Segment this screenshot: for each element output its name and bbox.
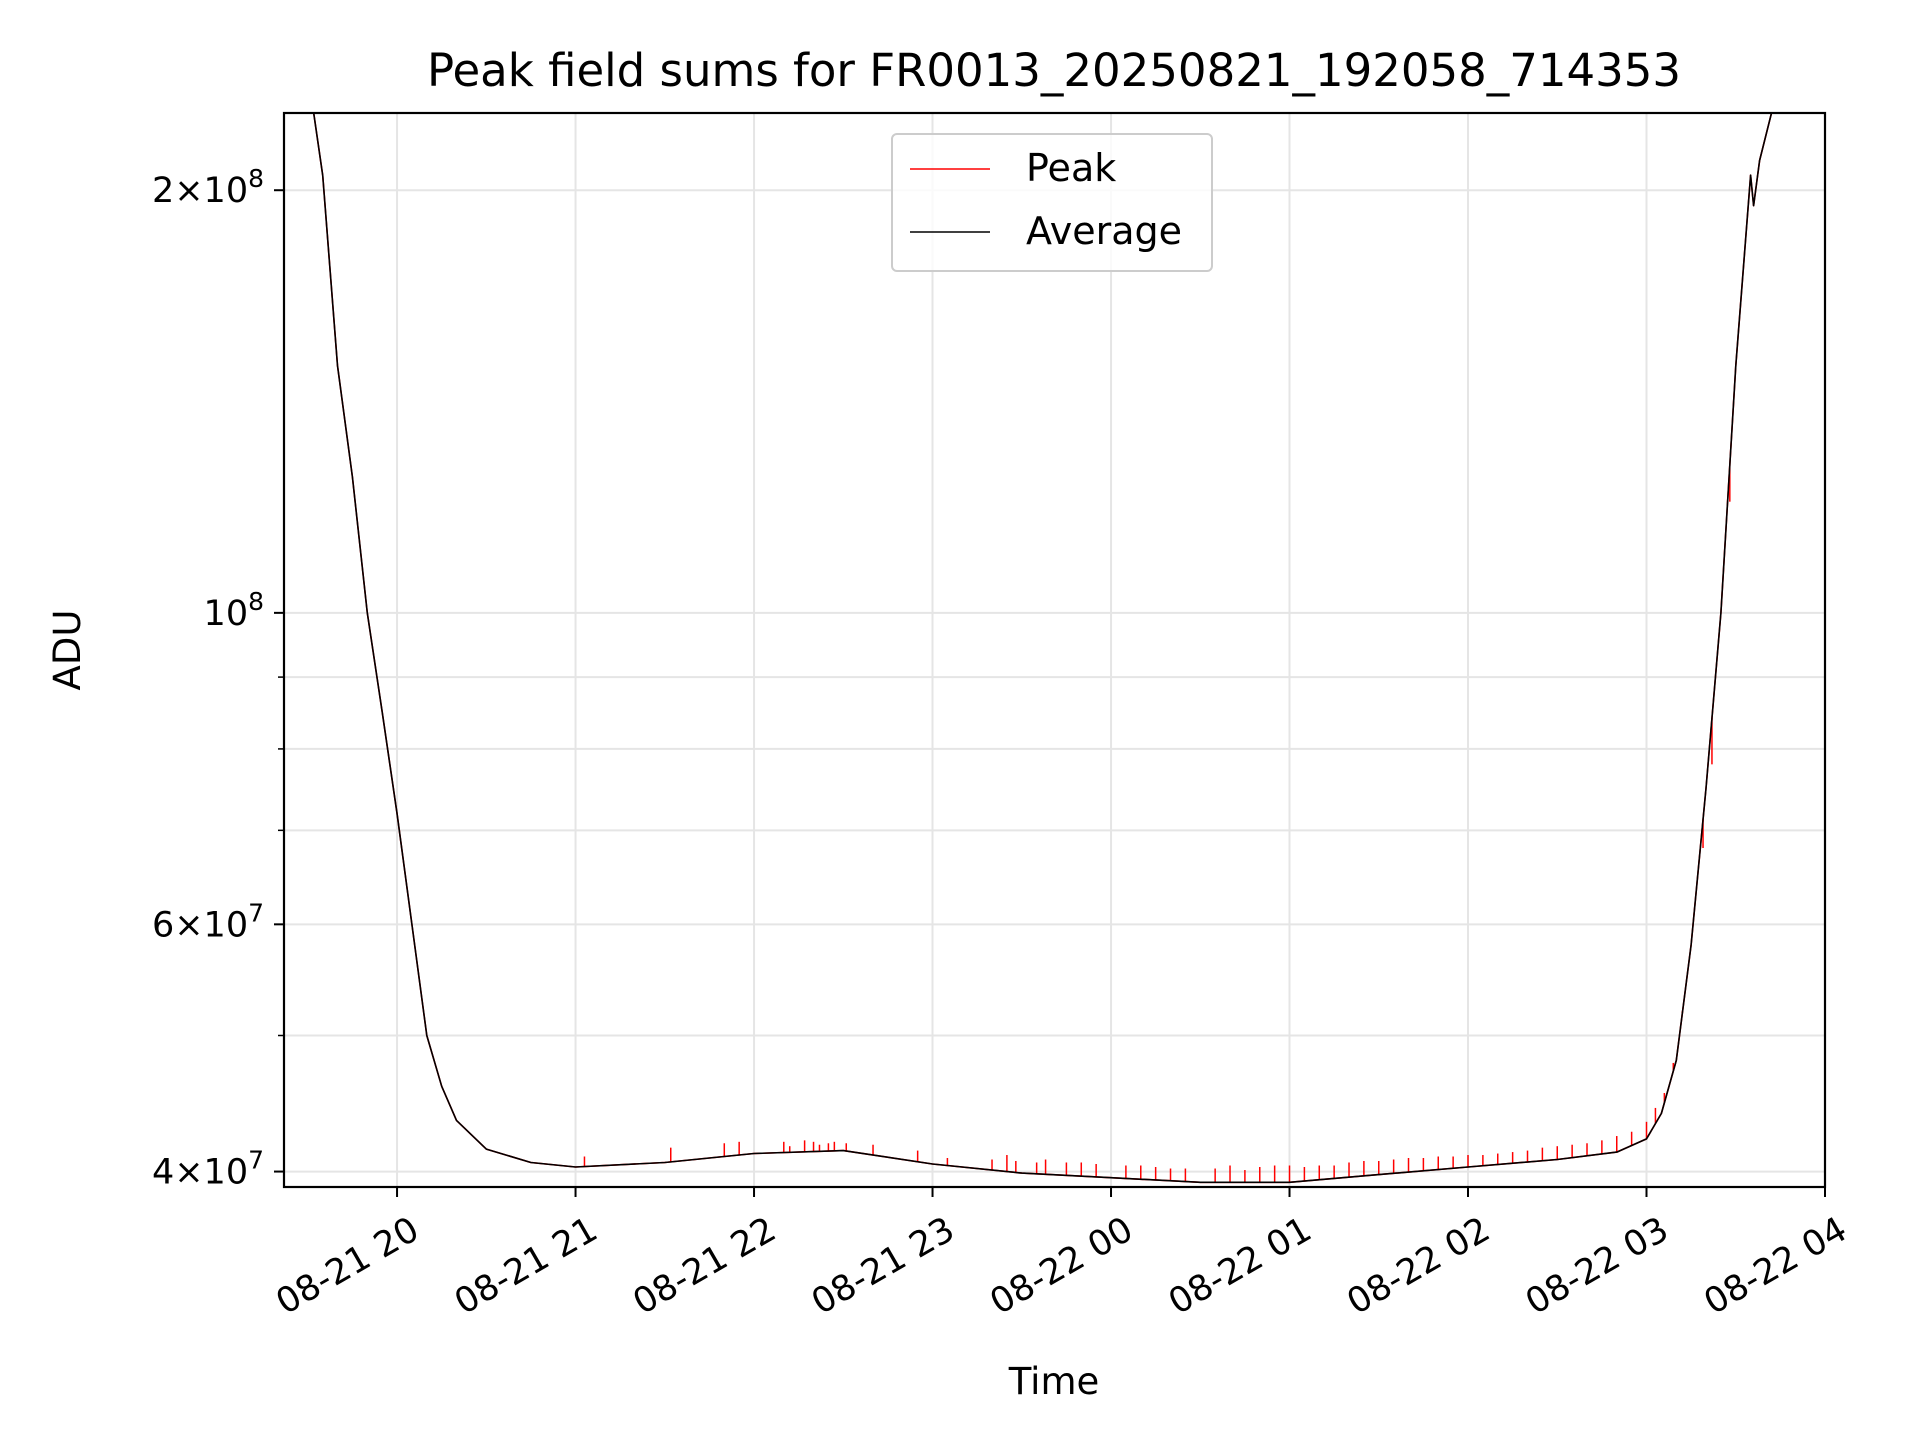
series-line-average: [284, 113, 1799, 1184]
plot-frame: [282, 111, 1827, 1189]
legend-label-peak: Peak: [1026, 146, 1116, 190]
y-tick-base: 10: [204, 171, 249, 211]
legend-label-average: Average: [1026, 209, 1182, 253]
y-tick-mantissa: 4×: [152, 1153, 204, 1193]
y-tick-label: 2×108: [152, 164, 264, 211]
y-tick-label: 4×107: [152, 1146, 264, 1193]
y-tick-exponent: 7: [248, 898, 264, 927]
y-axis-label: ADU: [46, 610, 89, 691]
y-tick-base: 10: [204, 594, 249, 634]
x-axis-label: Time: [1008, 1360, 1100, 1403]
series-layer: [284, 113, 1799, 1184]
y-tick-base: 10: [204, 1153, 249, 1193]
legend: Peak Average: [891, 133, 1213, 272]
y-tick-exponent: 8: [248, 164, 264, 193]
y-tick-mantissa: 6×: [152, 905, 204, 945]
y-tick-label: 108: [204, 587, 264, 634]
y-tick-exponent: 7: [248, 1146, 264, 1175]
chart-title: Peak field sums for FR0013_20250821_1920…: [427, 44, 1681, 97]
y-tick-base: 10: [204, 905, 249, 945]
y-tick-exponent: 8: [248, 587, 264, 616]
y-tick-mantissa: 2×: [152, 171, 204, 211]
y-tick-label: 6×107: [152, 898, 264, 945]
